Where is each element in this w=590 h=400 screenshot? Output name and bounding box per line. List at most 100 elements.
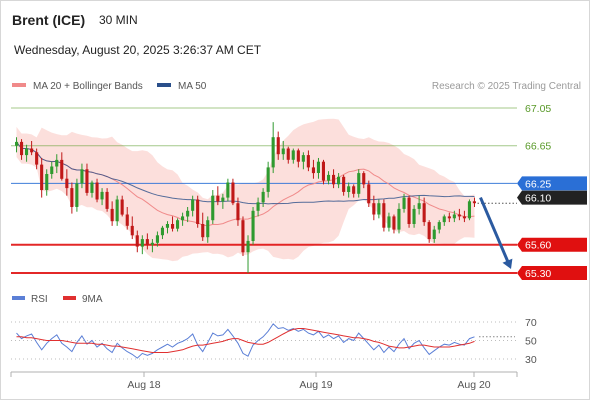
candle-body: [447, 216, 451, 219]
candle-body: [301, 155, 305, 162]
candle-body: [105, 191, 109, 209]
legend-rsi-label: RSI: [31, 294, 48, 305]
candle-body: [332, 174, 336, 185]
candle-body: [392, 216, 396, 230]
candle-body: [367, 184, 371, 204]
candle-body: [181, 216, 185, 221]
ma20-swatch: [12, 83, 26, 88]
ma50-swatch: [157, 83, 171, 88]
candle-body: [196, 199, 200, 224]
candle-body: [286, 148, 290, 160]
legend-ma20-label: MA 20 + Bollinger Bands: [33, 81, 143, 92]
research-credit: Research © 2025 Trading Central: [431, 81, 581, 92]
candle-body: [261, 191, 265, 203]
candle-body: [55, 159, 59, 167]
candle-body: [30, 148, 34, 153]
candle-body: [20, 141, 24, 156]
candle-body: [337, 176, 341, 185]
rsi-9ma-line: [16, 328, 475, 353]
rsi-line: [16, 323, 475, 359]
candle-body: [35, 152, 39, 165]
candle-body: [422, 203, 426, 223]
candle-body: [120, 199, 124, 215]
candle-body: [357, 173, 361, 194]
candle-body: [186, 210, 190, 217]
candle-body: [462, 216, 466, 219]
candle-body: [352, 186, 356, 194]
candle-body: [140, 239, 144, 247]
candle-body: [226, 182, 230, 198]
level-tag-65.60: 65.60: [525, 240, 551, 252]
candle-body: [311, 167, 315, 174]
ma50-line: [16, 141, 475, 205]
candle-body: [442, 216, 446, 223]
x-tick-label-2: Aug 20: [457, 379, 490, 391]
legend-9ma: 9MA: [63, 294, 103, 305]
candle-body: [316, 161, 320, 173]
instrument-title: Brent (ICE): [12, 12, 86, 28]
candle-body: [372, 203, 376, 215]
candle-body: [347, 186, 351, 192]
candle-body: [407, 197, 411, 224]
bollinger-band: [16, 118, 475, 262]
forecast-arrow-head: [502, 258, 513, 269]
candle-body: [452, 214, 456, 219]
candle-body: [65, 178, 69, 189]
candle-body: [306, 155, 310, 168]
candle-body: [130, 225, 134, 236]
legend-ma20: MA 20 + Bollinger Bands: [12, 81, 143, 92]
candle-body: [110, 208, 114, 222]
candle-body: [412, 208, 416, 224]
candle-body: [231, 182, 235, 204]
candle-body: [216, 195, 220, 202]
level-tag-bg-66.25: [517, 176, 587, 191]
candle-body: [472, 201, 476, 204]
candle-body: [160, 227, 164, 236]
rsi-tick-label-50: 50: [525, 336, 537, 348]
rsi-tick-label-70: 70: [525, 317, 537, 329]
x-tick-label-0: Aug 18: [127, 379, 160, 391]
candle-body: [382, 203, 386, 228]
candle-body: [100, 191, 104, 200]
legend-ma50: MA 50: [157, 81, 206, 92]
candle-body: [402, 197, 406, 209]
candle-body: [171, 224, 175, 229]
candle-body: [467, 201, 471, 219]
candle-body: [291, 150, 295, 160]
legend-9ma-label: 9MA: [82, 294, 103, 305]
level-tag-66.25: 66.25: [525, 178, 551, 190]
candle-body: [236, 203, 240, 221]
candle-body: [251, 210, 255, 241]
level-tag-67.05: 67.05: [525, 103, 551, 115]
candle-body: [70, 188, 74, 207]
candle-body: [397, 208, 401, 230]
rsi-tick-label-30: 30: [525, 354, 537, 366]
candle-body: [342, 176, 346, 192]
candle-body: [327, 174, 331, 181]
candle-body: [221, 197, 225, 202]
rsi-swatch: [12, 296, 25, 301]
candle-body: [362, 173, 366, 185]
candle-body: [241, 220, 245, 253]
candle-body: [150, 242, 154, 245]
candle-body: [437, 222, 441, 230]
candle-body: [50, 166, 54, 174]
candle-body: [45, 174, 49, 190]
candle-body: [206, 220, 210, 238]
candle-body: [40, 164, 44, 191]
candle-body: [246, 240, 250, 253]
level-tag-66.10: 66.10: [525, 193, 551, 205]
candle-body: [145, 239, 149, 245]
candle-body: [191, 199, 195, 211]
candle-body: [115, 199, 119, 222]
ma9-swatch: [63, 296, 76, 301]
candle-body: [321, 161, 325, 181]
level-tag-bg-66.10: [517, 190, 587, 205]
candle-body: [95, 182, 99, 200]
candle-body: [296, 150, 300, 162]
level-tag-bg-65.30: [517, 266, 587, 280]
candle-body: [211, 195, 215, 221]
candle-body: [417, 203, 421, 209]
